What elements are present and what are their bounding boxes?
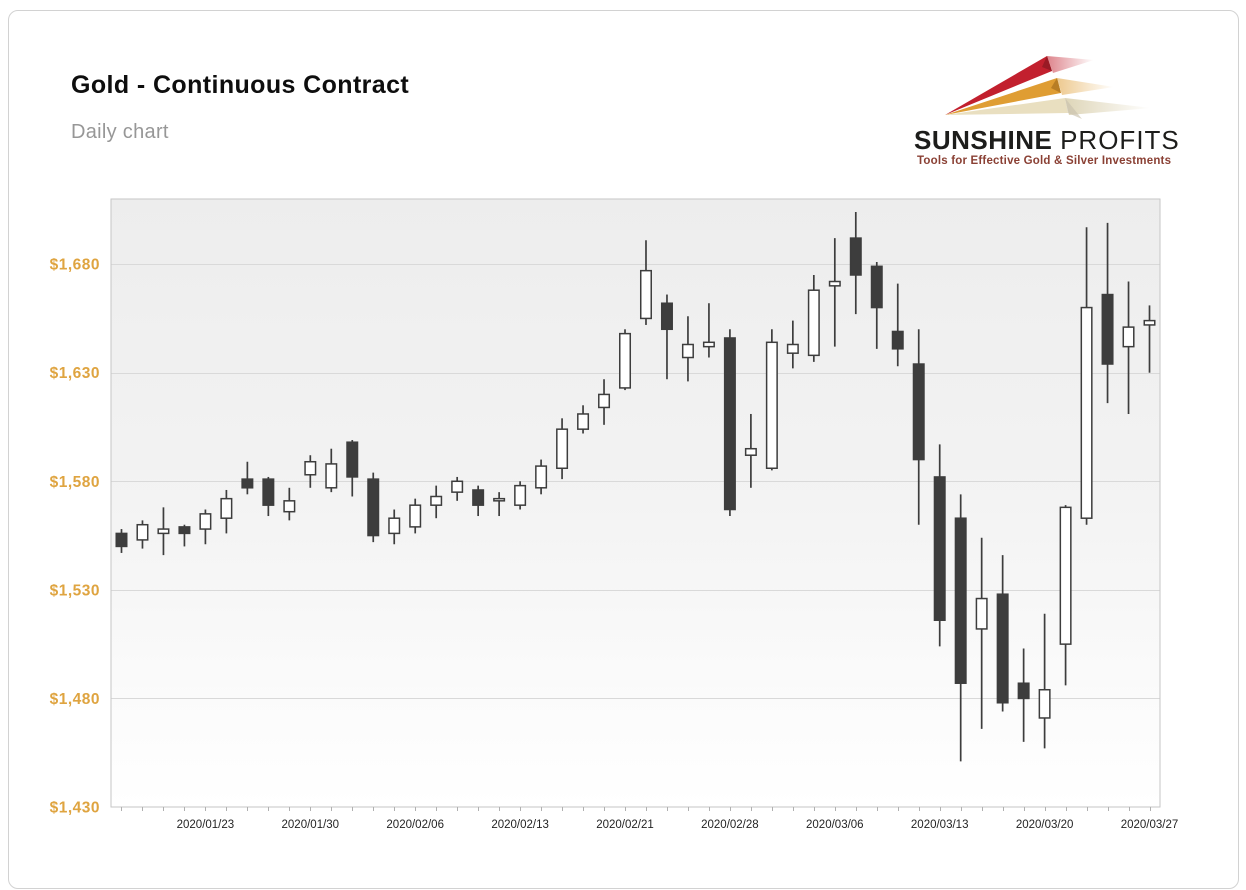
svg-text:2020/03/20: 2020/03/20 [1016, 819, 1074, 831]
svg-text:2020/01/30: 2020/01/30 [282, 819, 340, 831]
candlestick-chart: $1,680 $1,630 $1,580 $1,530 $1,480 $1,430 2020… [50, 198, 1179, 831]
brand-tagline: Tools for Effective Gold & Silver Invest… [917, 155, 1172, 167]
page-title: Gold - Continuous Contract [71, 71, 410, 99]
chart-card: $1,680 $1,630 $1,580 $1,530 $1,480 $1,430 2020… [8, 10, 1239, 889]
y-axis-labels: $1,680 $1,630 $1,580 $1,530 $1,480 $1,430 [50, 257, 100, 817]
svg-text:$1,430: $1,430 [50, 800, 100, 817]
svg-text:$1,680: $1,680 [50, 257, 100, 274]
svg-text:2020/02/06: 2020/02/06 [386, 819, 444, 831]
svg-text:2020/02/21: 2020/02/21 [596, 819, 654, 831]
brand-name: SUNSHINE PROFITS [914, 125, 1206, 156]
svg-text:2020/02/13: 2020/02/13 [491, 819, 549, 831]
svg-text:$1,580: $1,580 [50, 474, 100, 491]
svg-text:$1,480: $1,480 [50, 691, 100, 708]
x-axis-ticks [121, 807, 1151, 811]
svg-text:2020/01/23: 2020/01/23 [177, 819, 235, 831]
sunshine-darts-icon [945, 56, 1151, 119]
brand-name-profits: PROFITS [1060, 125, 1180, 155]
brand-logo: SUNSHINE PROFITS Tools for Effective Gol… [906, 24, 1206, 189]
chart-subtitle: Daily chart [71, 121, 169, 143]
gridlines [111, 264, 1160, 699]
svg-text:2020/03/06: 2020/03/06 [806, 819, 864, 831]
svg-text:2020/03/27: 2020/03/27 [1121, 819, 1179, 831]
candles [115, 212, 1156, 762]
svg-text:$1,630: $1,630 [50, 365, 100, 382]
svg-text:$1,530: $1,530 [50, 582, 100, 599]
svg-text:2020/02/28: 2020/02/28 [701, 819, 759, 831]
svg-text:2020/03/13: 2020/03/13 [911, 819, 969, 831]
x-axis-labels: 2020/01/23 2020/01/30 2020/02/06 2020/02/13… [177, 819, 1179, 831]
brand-name-sunshine: SUNSHINE [914, 125, 1053, 155]
